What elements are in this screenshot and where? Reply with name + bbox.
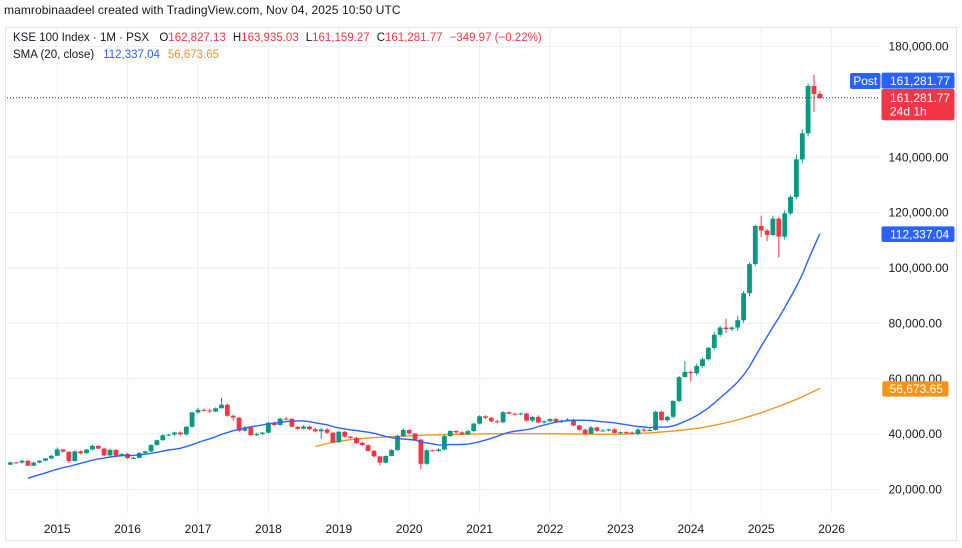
svg-text:161,281.77: 161,281.77 <box>890 74 950 88</box>
svg-text:2025: 2025 <box>748 522 775 536</box>
svg-text:2021: 2021 <box>466 522 493 536</box>
svg-text:161,281.77: 161,281.77 <box>890 91 950 105</box>
svg-text:2023: 2023 <box>607 522 634 536</box>
svg-text:80,000.00: 80,000.00 <box>889 317 943 331</box>
svg-text:56,673.65: 56,673.65 <box>890 382 944 396</box>
svg-text:2019: 2019 <box>325 522 352 536</box>
svg-text:Post: Post <box>853 74 878 88</box>
svg-text:140,000.00: 140,000.00 <box>889 150 949 164</box>
svg-text:2020: 2020 <box>396 522 423 536</box>
svg-text:2026: 2026 <box>818 522 845 536</box>
svg-text:2024: 2024 <box>677 522 704 536</box>
svg-text:100,000.00: 100,000.00 <box>889 261 949 275</box>
svg-text:2017: 2017 <box>185 522 212 536</box>
svg-text:2018: 2018 <box>255 522 282 536</box>
svg-text:180,000.00: 180,000.00 <box>889 40 949 54</box>
svg-text:2022: 2022 <box>537 522 564 536</box>
svg-text:120,000.00: 120,000.00 <box>889 206 949 220</box>
svg-text:112,337.04: 112,337.04 <box>890 227 949 241</box>
svg-text:40,000.00: 40,000.00 <box>889 427 943 441</box>
svg-text:20,000.00: 20,000.00 <box>889 483 943 497</box>
svg-text:2015: 2015 <box>44 522 71 536</box>
svg-text:24d 1h: 24d 1h <box>890 105 927 119</box>
svg-text:2016: 2016 <box>114 522 141 536</box>
